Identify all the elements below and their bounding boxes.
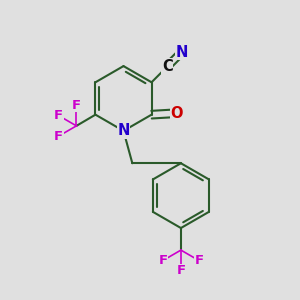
Text: O: O xyxy=(170,106,183,121)
Text: F: F xyxy=(54,130,63,143)
Text: F: F xyxy=(194,254,203,267)
Text: F: F xyxy=(72,99,81,112)
Text: N: N xyxy=(117,123,130,138)
Text: F: F xyxy=(176,264,185,277)
Text: F: F xyxy=(159,254,168,267)
Text: F: F xyxy=(54,109,63,122)
Text: C: C xyxy=(162,59,172,74)
Text: N: N xyxy=(176,45,188,60)
